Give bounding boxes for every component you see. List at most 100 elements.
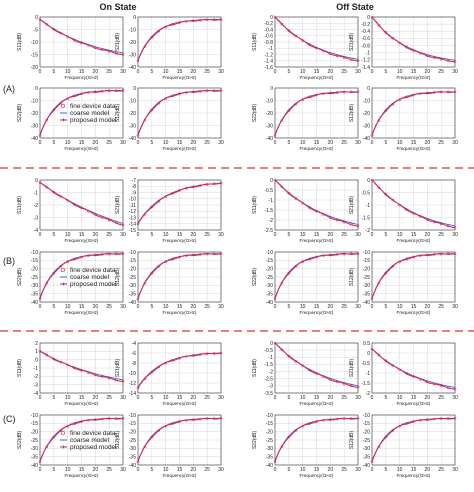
fine-device-data-point	[59, 360, 63, 364]
x-tick-label: 30	[452, 140, 458, 146]
x-tick-label: 5	[150, 69, 153, 75]
y-tick-label: 0	[270, 341, 273, 347]
fine-device-data-line	[274, 342, 359, 388]
fine-device-data-point	[335, 417, 339, 421]
fine-device-data-point	[328, 378, 332, 381]
fine-device-data-point	[171, 94, 174, 98]
y-tick-label: -14	[129, 391, 136, 397]
fine-device-data-point	[432, 91, 436, 94]
y-tick-label: -25	[266, 438, 273, 444]
fine-device-data-point	[191, 354, 195, 357]
y-tick-label: -25	[266, 275, 273, 281]
fine-device-data-point	[150, 108, 154, 112]
y-tick-label: -40	[363, 300, 370, 306]
y-tick-label: -20	[129, 429, 136, 435]
y-tick-label: -10	[266, 413, 273, 419]
fine-device-data-line	[274, 253, 359, 299]
y-tick-label: -15	[266, 421, 273, 427]
x-tick-label: 15	[79, 395, 85, 401]
fine-device-data-point	[335, 54, 339, 58]
x-tick-label: 5	[52, 140, 55, 146]
y-tick-label: -15	[31, 258, 38, 264]
fine-device-data-point	[59, 31, 63, 35]
y-tick-label: -30	[31, 283, 38, 289]
fine-device-data-point	[107, 252, 111, 256]
legend-marker-plus: +	[62, 444, 66, 451]
fine-device-data-point	[349, 57, 353, 61]
y-tick-label: -35	[129, 291, 136, 297]
fine-device-data-point	[87, 209, 90, 213]
chart-a-on-s21: 0 5 10 15 20 25 30 0 -10 -20 -30 -40 Frequency(GHz) S…	[115, 15, 224, 80]
y-tick-label: -20	[129, 266, 136, 272]
fine-device-data-point	[114, 252, 118, 256]
fine-device-data-point	[52, 357, 56, 361]
x-tick-label: 25	[204, 69, 210, 75]
proposed-model-line	[371, 418, 456, 462]
fine-device-data-point	[391, 264, 395, 268]
plot-frame	[371, 342, 456, 394]
fine-device-data-point	[59, 195, 63, 198]
fine-device-data-point	[356, 90, 360, 94]
fine-device-data-point	[87, 419, 90, 422]
fine-device-data-point	[143, 45, 147, 48]
x-tick-label: 15	[177, 69, 183, 75]
y-tick-label: -20	[363, 429, 370, 435]
y-axis-label: S22(dB)	[252, 430, 258, 449]
y-tick-label: -40	[266, 300, 273, 306]
fine-device-data-point	[377, 353, 381, 357]
y-tick-label: -40	[31, 463, 38, 469]
y-axis-label: S21(dB)	[349, 32, 355, 51]
y-tick-label: -2	[34, 374, 39, 380]
fine-device-data-point	[453, 90, 457, 94]
x-tick-label: 30	[120, 304, 126, 310]
proposed-model-line	[39, 351, 124, 382]
plot-frame	[371, 414, 456, 466]
x-tick-label: 10	[163, 69, 169, 75]
x-tick-label: 15	[177, 467, 183, 473]
fine-device-data-point	[308, 95, 311, 99]
y-axis-label: S11(dB)	[17, 359, 23, 377]
x-tick-label: 15	[314, 467, 320, 473]
fine-device-data-point	[178, 420, 181, 423]
y-tick-label: -10	[129, 98, 136, 104]
fine-device-data-point	[342, 252, 346, 256]
x-tick-label: 15	[411, 69, 417, 75]
fine-device-data-point	[391, 429, 395, 432]
fine-device-data-point	[398, 424, 402, 428]
fine-device-data-point	[198, 253, 202, 256]
fine-device-data-line	[39, 253, 124, 299]
fine-device-data-point	[446, 417, 450, 420]
y-tick-label: -30	[266, 446, 273, 452]
fine-device-data-point	[80, 41, 83, 45]
x-tick-label: 0	[371, 467, 374, 473]
chart-c-off-s22: 0 5 10 15 20 25 30 -10 -15 -20 -25 -30 -35 -40 Frequen…	[252, 413, 361, 478]
y-tick-label: -40	[31, 136, 38, 142]
fine-device-data-point	[52, 27, 56, 31]
fine-device-data-point	[121, 223, 125, 227]
fine-device-data-point	[384, 359, 388, 363]
y-tick-label: -30	[363, 446, 370, 452]
x-tick-label: 30	[452, 467, 458, 473]
y-tick-label: -10	[31, 98, 38, 104]
legend-marker-fine-data	[60, 430, 66, 436]
chart-a-on-s22: 0 5 10 15 20 25 30 0 -10 -20 -30 -40 Frequency(GHz) S…	[17, 86, 126, 151]
chart-c-on-s12: 0 5 10 15 20 25 30 -10 -15 -20 -25 -30 -35 -40 Frequen…	[115, 413, 224, 478]
x-axis-label: Frequency(GHz)	[65, 238, 99, 243]
x-tick-label: 15	[314, 140, 320, 146]
fine-device-data-point	[425, 218, 429, 221]
y-tick-label: -35	[266, 454, 273, 460]
fine-device-data-point	[432, 382, 436, 386]
fine-device-data-point	[212, 89, 216, 93]
x-tick-label: 20	[93, 232, 99, 238]
fine-device-data-point	[219, 252, 223, 256]
chart-b-off-s11: 0 5 10 15 20 25 30 0 -0.5 -1 -1.5 -2 -2.5 Frequency(G…	[252, 178, 361, 243]
fine-device-data-point	[114, 417, 118, 420]
proposed-model-line	[137, 352, 222, 389]
fine-device-data-point	[52, 108, 56, 112]
x-tick-label: 30	[452, 304, 458, 310]
y-tick-label: -20	[31, 266, 38, 272]
x-axis-label: Frequency(GHz)	[163, 310, 197, 315]
x-tick-label: 25	[438, 304, 444, 310]
